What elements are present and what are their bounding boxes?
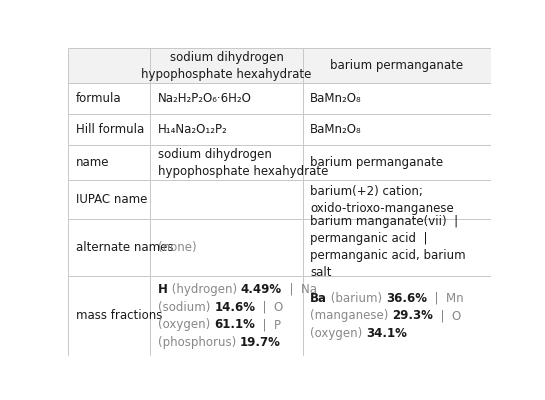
Bar — [302, 145, 490, 180]
Text: barium permanganate: barium permanganate — [310, 156, 443, 169]
Text: H₁₄Na₂O₁₂P₂: H₁₄Na₂O₁₂P₂ — [158, 123, 228, 136]
Bar — [150, 114, 302, 145]
Text: BaMn₂O₈: BaMn₂O₈ — [310, 123, 362, 136]
Text: 34.1%: 34.1% — [366, 327, 407, 340]
Text: |  Na: | Na — [282, 283, 317, 296]
Text: (oxygen): (oxygen) — [158, 318, 214, 331]
Bar — [68, 219, 150, 276]
Bar — [302, 276, 490, 356]
Text: |  P: | P — [255, 318, 281, 331]
Bar — [150, 145, 302, 180]
Text: |  Mn: | Mn — [427, 292, 464, 304]
Bar — [68, 84, 150, 114]
Bar — [68, 114, 150, 145]
Bar — [150, 276, 302, 356]
Bar — [302, 48, 490, 84]
Text: BaMn₂O₈: BaMn₂O₈ — [310, 92, 362, 105]
Bar — [302, 114, 490, 145]
Text: Na₂H₂P₂O₆·6H₂O: Na₂H₂P₂O₆·6H₂O — [158, 92, 252, 105]
Bar — [302, 180, 490, 219]
Bar — [68, 276, 150, 356]
Text: |  O: | O — [255, 300, 283, 314]
Text: 29.3%: 29.3% — [392, 310, 433, 322]
Text: (hydrogen): (hydrogen) — [168, 283, 241, 296]
Text: Ba: Ba — [310, 292, 327, 304]
Text: 36.6%: 36.6% — [386, 292, 427, 304]
Bar — [68, 48, 150, 84]
Text: barium(+2) cation;
oxido-trioxo-manganese: barium(+2) cation; oxido-trioxo-manganes… — [310, 185, 454, 215]
Text: H: H — [158, 283, 168, 296]
Text: (barium): (barium) — [327, 292, 386, 304]
Text: sodium dihydrogen
hypophosphate hexahydrate: sodium dihydrogen hypophosphate hexahydr… — [158, 148, 329, 178]
Text: Hill formula: Hill formula — [76, 123, 144, 136]
Text: 14.6%: 14.6% — [214, 300, 255, 314]
Text: sodium dihydrogen
hypophosphate hexahydrate: sodium dihydrogen hypophosphate hexahydr… — [141, 51, 312, 81]
Text: (sodium): (sodium) — [158, 300, 214, 314]
Bar — [302, 219, 490, 276]
Text: 61.1%: 61.1% — [214, 318, 255, 331]
Bar — [150, 84, 302, 114]
Text: 4.49%: 4.49% — [241, 283, 282, 296]
Text: (phosphorus): (phosphorus) — [158, 336, 240, 349]
Text: mass fractions: mass fractions — [76, 310, 162, 322]
Text: |  O: | O — [433, 310, 462, 322]
Bar — [68, 145, 150, 180]
Bar — [150, 219, 302, 276]
Text: (none): (none) — [158, 241, 197, 254]
Bar — [150, 48, 302, 84]
Text: name: name — [76, 156, 109, 169]
Text: 19.7%: 19.7% — [240, 336, 281, 349]
Bar — [68, 180, 150, 219]
Text: alternate names: alternate names — [76, 241, 173, 254]
Text: barium permanganate: barium permanganate — [330, 59, 463, 72]
Text: barium manganate(vii)  |
permanganic acid  |
permanganic acid, barium
salt: barium manganate(vii) | permanganic acid… — [310, 216, 466, 280]
Bar — [302, 84, 490, 114]
Text: formula: formula — [76, 92, 122, 105]
Bar — [150, 180, 302, 219]
Text: IUPAC name: IUPAC name — [76, 193, 147, 206]
Text: (manganese): (manganese) — [310, 310, 392, 322]
Text: (oxygen): (oxygen) — [310, 327, 366, 340]
